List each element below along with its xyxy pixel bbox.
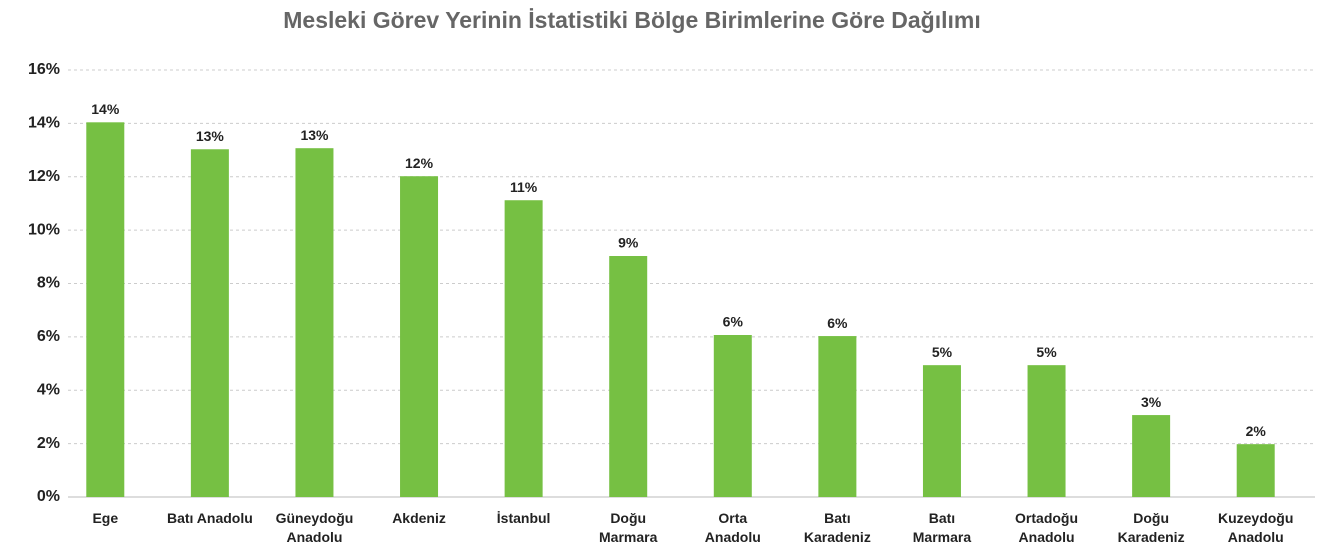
bar [504, 200, 543, 498]
x-tick-label: Güneydoğu Anadolu [275, 510, 354, 545]
data-label: 6% [723, 314, 744, 330]
x-tick-label: Doğu Karadeniz [1117, 510, 1185, 545]
y-tick-label: 10% [28, 221, 60, 238]
bar [609, 256, 648, 497]
data-label: 14% [91, 101, 120, 117]
y-tick-label: 12% [28, 168, 60, 185]
data-label: 5% [932, 344, 953, 360]
bar [86, 122, 125, 498]
y-tick-label: 6% [37, 328, 60, 345]
x-tick-label: Batı Anadolu [166, 510, 253, 526]
bar [295, 148, 334, 497]
y-tick-label: 16% [28, 61, 60, 78]
x-tick-label: Kuzeydoğu Anadolu [1217, 510, 1294, 545]
data-label: 12% [405, 155, 434, 171]
data-label: 2% [1246, 423, 1267, 439]
bar [922, 365, 961, 497]
data-label: 6% [827, 315, 848, 331]
bar [713, 335, 752, 497]
data-label: 9% [618, 235, 639, 251]
y-tick-label: 4% [37, 381, 60, 398]
x-tick-label: Batı Marmara [912, 510, 972, 545]
x-tick-label: Ortadoğu Anadolu [1015, 510, 1079, 545]
y-tick-label: 14% [28, 115, 60, 132]
data-label: 13% [300, 127, 329, 143]
data-label: 11% [510, 179, 538, 195]
chart-title: Mesleki Görev Yerinin İstatistiki Bölge … [283, 7, 980, 33]
y-tick-label: 0% [37, 488, 60, 505]
bar [1027, 365, 1066, 497]
y-tick-label: 8% [37, 275, 60, 292]
x-tick-label: Batı Karadeniz [803, 510, 871, 545]
bar [1236, 444, 1275, 497]
bar [818, 336, 857, 497]
data-label: 3% [1141, 394, 1162, 410]
x-tick-label: Akdeniz [392, 510, 446, 526]
x-tick-label: İstanbul [496, 510, 551, 526]
bar [190, 149, 229, 497]
x-tick-label: Orta Anadolu [704, 510, 761, 545]
bar [1132, 415, 1171, 497]
x-tick-label: Doğu Marmara [599, 510, 658, 545]
data-label: 5% [1036, 344, 1057, 360]
bar [400, 176, 439, 497]
data-label: 13% [196, 128, 225, 144]
y-tick-label: 2% [37, 435, 60, 452]
x-tick-label: Ege [92, 510, 119, 526]
